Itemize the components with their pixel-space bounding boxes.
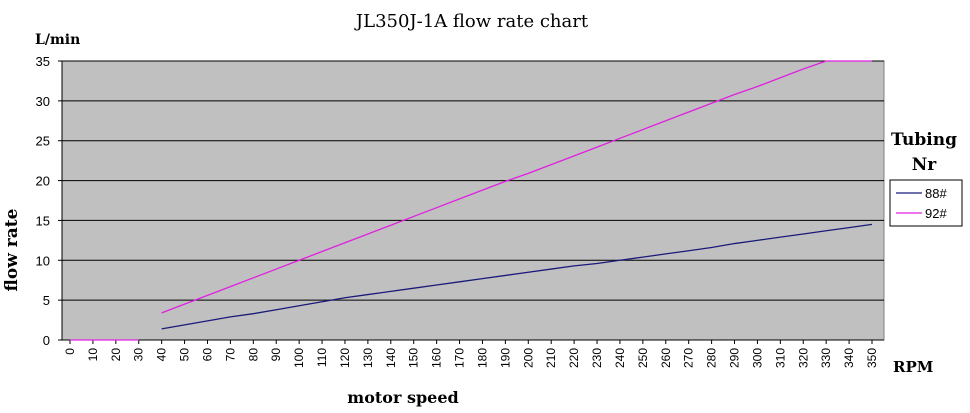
y-tick-label: 20 [36,174,50,189]
series-line-88# [161,223,873,330]
x-tick-label: 190 [498,348,512,368]
x-tick-label: 10 [86,348,100,362]
x-axis-ticks: 0 10 20 30 40 50 60 70 80 90 100 110 120 130 140 150 160… [63,340,879,368]
y-tick-label: 25 [36,134,50,149]
plot-area [61,60,885,341]
x-tick-label: 30 [132,348,146,362]
x-tick-label: 90 [269,348,283,362]
y-tick-label: 35 [36,54,50,69]
x-tick-label: 250 [636,348,650,368]
x-tick-label: 170 [453,348,467,368]
x-tick-label: 70 [223,348,237,362]
x-tick-label: 60 [200,348,214,362]
x-axis-label: motor speed [347,388,458,407]
y-tick-label: 10 [36,253,50,268]
y-tick-label: 5 [43,293,50,308]
x-tick-label: 160 [430,348,444,368]
x-tick-label: 50 [178,348,192,362]
x-tick-label: 140 [384,348,398,368]
chart-title: JL350J-1A flow rate chart [354,11,589,32]
legend-label: 92# [925,206,947,221]
x-tick-label: 130 [361,348,375,368]
x-tick-label: 340 [842,348,856,368]
y-axis-label: flow rate [2,208,22,291]
y-axis-unit: L/min [35,32,80,48]
gridlines [61,60,884,341]
legend: Tubing Nr 88#92# [889,130,963,227]
legend-box [889,179,963,227]
x-axis-unit: RPM [893,358,933,376]
x-tick-label: 40 [155,348,169,362]
x-tick-label: 300 [750,348,764,368]
x-tick-label: 80 [246,348,260,362]
x-tick-label: 270 [682,348,696,368]
legend-title-line-2: Nr [912,155,938,175]
x-tick-label: 260 [659,348,673,368]
y-tick-label: 30 [36,94,50,109]
x-tick-label: 280 [705,348,719,368]
y-tick-label: 15 [36,213,50,228]
x-tick-label: 210 [544,348,558,368]
legend-title: Tubing [891,130,957,150]
series-line-92# [161,60,872,314]
x-tick-label: 150 [407,348,421,368]
x-tick-label: 230 [590,348,604,368]
x-tick-label: 100 [292,348,306,368]
x-tick-label: 180 [475,348,489,368]
y-axis-ticks: 0 5 10 15 20 25 30 35 [36,54,62,348]
x-tick-label: 350 [865,348,879,368]
y-tick-label: 0 [43,333,50,348]
x-tick-label: 290 [728,348,742,368]
x-tick-label: 20 [109,348,123,362]
x-tick-label: 120 [338,348,352,368]
legend-label: 88# [925,186,947,201]
x-tick-label: 220 [567,348,581,368]
legend-items: 88#92# [896,186,947,221]
x-tick-label: 320 [796,348,810,368]
x-tick-label: 0 [63,348,77,355]
x-tick-label: 330 [819,348,833,368]
series-lines [70,60,873,341]
x-tick-label: 200 [521,348,535,368]
x-tick-label: 310 [773,348,787,368]
x-tick-label: 240 [613,348,627,368]
x-tick-label: 110 [315,348,329,367]
